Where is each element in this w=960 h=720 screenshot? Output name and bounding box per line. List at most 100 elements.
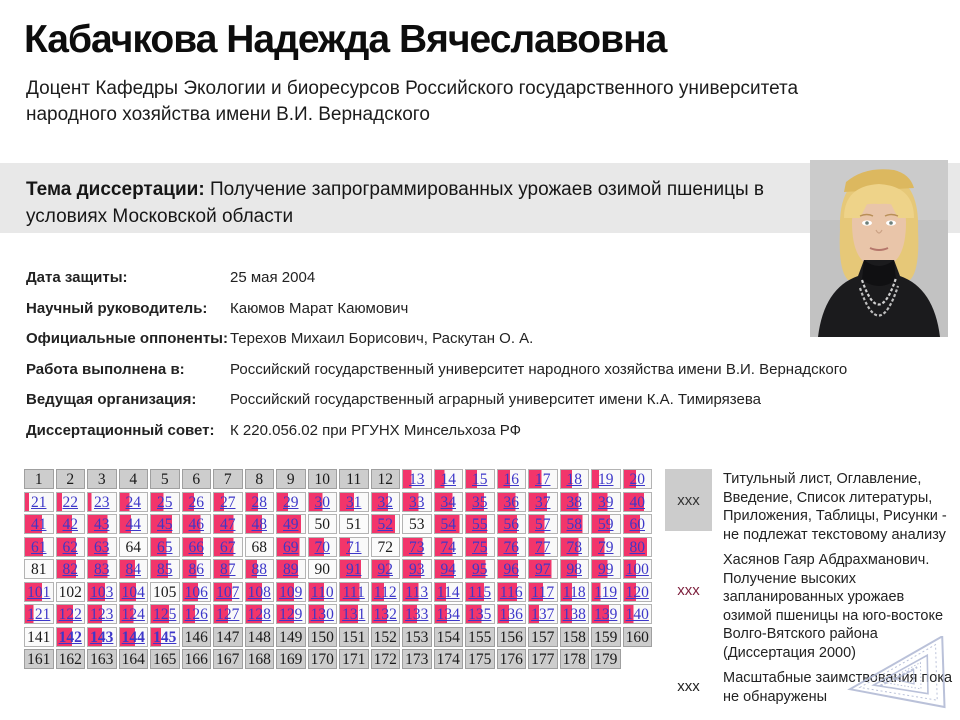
page-cell-16[interactable]: 16	[496, 469, 526, 489]
page-link-78[interactable]: 78	[566, 538, 583, 556]
page-link-77[interactable]: 77	[535, 538, 551, 556]
page-link-49[interactable]: 49	[283, 516, 299, 533]
page-link-129[interactable]: 129	[279, 606, 303, 623]
page-link-59[interactable]: 59	[598, 516, 614, 533]
page-cell-27[interactable]: 27	[213, 491, 243, 512]
page-cell-82[interactable]: 82	[55, 559, 85, 579]
page-link-21[interactable]: 21	[31, 493, 47, 511]
page-link-99[interactable]: 99	[598, 561, 614, 578]
page-cell-126[interactable]: 126	[181, 604, 211, 624]
page-cell-85[interactable]: 85	[150, 559, 180, 579]
page-cell-135[interactable]: 135	[465, 604, 495, 624]
page-cell-28[interactable]: 28	[244, 491, 274, 512]
page-cell-120[interactable]: 120	[622, 581, 652, 602]
page-cell-84[interactable]: 84	[118, 559, 148, 579]
page-cell-138[interactable]: 138	[559, 604, 589, 624]
page-link-108[interactable]: 108	[247, 583, 271, 601]
page-link-113[interactable]: 113	[405, 583, 429, 601]
page-link-139[interactable]: 139	[594, 606, 618, 623]
page-cell-52[interactable]: 52	[370, 514, 400, 534]
page-cell-13[interactable]: 13	[402, 469, 432, 489]
page-cell-131[interactable]: 131	[339, 604, 369, 624]
page-link-22[interactable]: 22	[62, 493, 79, 511]
page-cell-89[interactable]: 89	[276, 559, 306, 579]
page-cell-91[interactable]: 91	[339, 559, 369, 579]
page-cell-117[interactable]: 117	[528, 581, 558, 602]
page-cell-69[interactable]: 69	[276, 536, 306, 557]
page-cell-88[interactable]: 88	[244, 559, 274, 579]
page-link-30[interactable]: 30	[314, 493, 331, 511]
page-cell-37[interactable]: 37	[528, 491, 558, 512]
page-link-116[interactable]: 116	[499, 583, 523, 601]
page-link-18[interactable]: 18	[566, 471, 583, 488]
page-link-122[interactable]: 122	[58, 606, 82, 623]
page-cell-34[interactable]: 34	[433, 491, 463, 512]
page-cell-128[interactable]: 128	[244, 604, 274, 624]
page-cell-143[interactable]: 143	[87, 626, 117, 647]
page-cell-136[interactable]: 136	[496, 604, 526, 624]
page-link-23[interactable]: 23	[94, 493, 110, 511]
page-link-107[interactable]: 107	[216, 583, 240, 601]
page-link-38[interactable]: 38	[566, 493, 583, 511]
page-cell-78[interactable]: 78	[559, 536, 589, 557]
page-link-123[interactable]: 123	[90, 606, 114, 623]
page-cell-23[interactable]: 23	[87, 491, 117, 512]
page-link-73[interactable]: 73	[409, 538, 425, 556]
page-link-35[interactable]: 35	[472, 493, 488, 511]
page-link-137[interactable]: 137	[531, 606, 555, 623]
page-cell-71[interactable]: 71	[339, 536, 369, 557]
page-link-86[interactable]: 86	[188, 561, 205, 578]
page-cell-30[interactable]: 30	[307, 491, 337, 512]
page-link-40[interactable]: 40	[629, 493, 646, 511]
page-cell-46[interactable]: 46	[181, 514, 211, 534]
page-cell-38[interactable]: 38	[559, 491, 589, 512]
page-cell-15[interactable]: 15	[465, 469, 495, 489]
page-cell-108[interactable]: 108	[244, 581, 274, 602]
page-link-117[interactable]: 117	[531, 583, 555, 601]
page-link-42[interactable]: 42	[62, 516, 79, 533]
page-cell-98[interactable]: 98	[559, 559, 589, 579]
page-cell-32[interactable]: 32	[370, 491, 400, 512]
page-link-31[interactable]: 31	[346, 493, 362, 511]
page-link-126[interactable]: 126	[184, 606, 208, 623]
page-cell-122[interactable]: 122	[55, 604, 85, 624]
page-link-58[interactable]: 58	[566, 516, 583, 533]
page-cell-92[interactable]: 92	[370, 559, 400, 579]
page-link-27[interactable]: 27	[220, 493, 236, 511]
page-link-89[interactable]: 89	[283, 561, 299, 578]
page-link-82[interactable]: 82	[62, 561, 79, 578]
page-link-48[interactable]: 48	[251, 516, 268, 533]
page-cell-57[interactable]: 57	[528, 514, 558, 534]
page-link-25[interactable]: 25	[157, 493, 173, 511]
page-cell-132[interactable]: 132	[370, 604, 400, 624]
page-link-118[interactable]: 118	[562, 583, 586, 601]
page-link-47[interactable]: 47	[220, 516, 236, 533]
page-cell-109[interactable]: 109	[276, 581, 306, 602]
page-link-19[interactable]: 19	[598, 471, 614, 488]
page-link-83[interactable]: 83	[94, 561, 110, 578]
page-link-20[interactable]: 20	[629, 471, 646, 488]
page-cell-39[interactable]: 39	[591, 491, 621, 512]
page-link-145[interactable]: 145	[153, 628, 177, 646]
page-cell-130[interactable]: 130	[307, 604, 337, 624]
page-link-46[interactable]: 46	[188, 516, 205, 533]
page-link-70[interactable]: 70	[314, 538, 331, 556]
page-link-24[interactable]: 24	[125, 493, 142, 511]
page-cell-103[interactable]: 103	[87, 581, 117, 602]
page-link-55[interactable]: 55	[472, 516, 488, 533]
page-cell-97[interactable]: 97	[528, 559, 558, 579]
page-cell-74[interactable]: 74	[433, 536, 463, 557]
page-cell-43[interactable]: 43	[87, 514, 117, 534]
page-link-69[interactable]: 69	[283, 538, 299, 556]
page-cell-25[interactable]: 25	[150, 491, 180, 512]
page-link-26[interactable]: 26	[188, 493, 205, 511]
page-link-142[interactable]: 142	[58, 628, 82, 646]
page-link-127[interactable]: 127	[216, 606, 240, 623]
page-link-62[interactable]: 62	[62, 538, 79, 556]
page-cell-99[interactable]: 99	[591, 559, 621, 579]
page-link-85[interactable]: 85	[157, 561, 173, 578]
page-link-13[interactable]: 13	[409, 471, 425, 488]
page-link-111[interactable]: 111	[342, 583, 365, 601]
page-cell-73[interactable]: 73	[402, 536, 432, 557]
page-cell-127[interactable]: 127	[213, 604, 243, 624]
